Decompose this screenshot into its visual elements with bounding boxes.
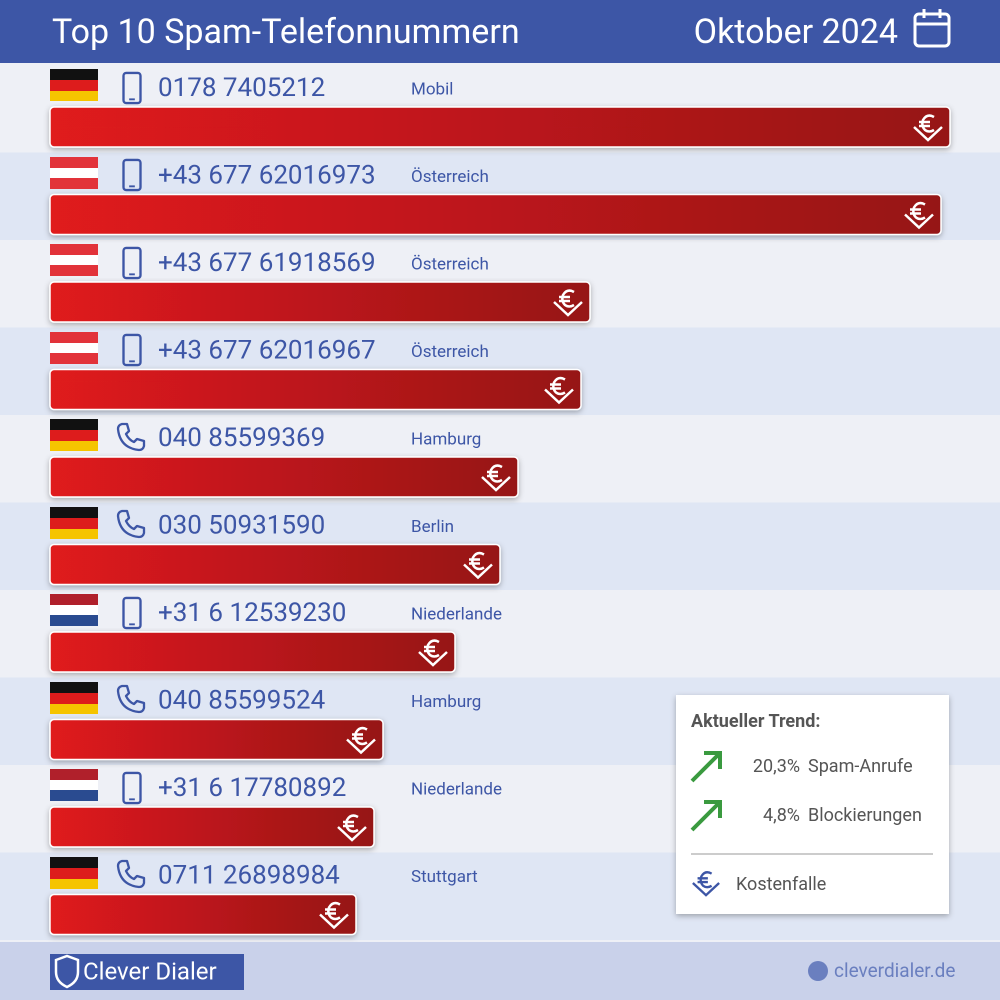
- brand: Clever Dialer: [83, 957, 217, 985]
- phone-number: +43 677 62016973: [158, 160, 376, 190]
- phone-number: 0178 7405212: [158, 73, 325, 103]
- trend-label: Blockierungen: [808, 805, 922, 826]
- location: Hamburg: [411, 692, 481, 712]
- location: Österreich: [411, 342, 489, 362]
- phone-number: +31 6 12539230: [158, 598, 346, 628]
- location: Österreich: [411, 167, 489, 187]
- bar: [49, 893, 357, 936]
- phone-number: 040 85599369: [158, 423, 325, 453]
- phone-number: +31 6 17780892: [158, 773, 346, 803]
- header-bar: [0, 0, 1000, 63]
- bar: [49, 806, 375, 848]
- bar: [49, 281, 591, 323]
- bar: [49, 368, 582, 411]
- trend-value: 4,8%: [763, 805, 800, 826]
- date: Oktober 2024: [694, 12, 898, 52]
- brand-logo: [54, 954, 80, 989]
- globe-icon: [808, 961, 828, 981]
- location: Stuttgart: [411, 867, 478, 887]
- location: Hamburg: [411, 429, 481, 449]
- legend-label: Kostenfalle: [736, 874, 826, 895]
- title: Top 10 Spam-Telefonnummern: [52, 12, 520, 52]
- trend-value: 20,3%: [753, 756, 800, 777]
- trend-label: Spam-Anrufe: [808, 756, 913, 777]
- location: Mobil: [411, 79, 453, 99]
- location: Österreich: [411, 254, 489, 274]
- bar: [49, 631, 456, 673]
- phone-number: 040 85599524: [158, 685, 326, 715]
- bar: [49, 718, 384, 761]
- phone-number: 030 50931590: [158, 510, 325, 540]
- location: Niederlande: [411, 779, 502, 799]
- phone-number: 0711 26898984: [158, 860, 340, 890]
- phone-number: +43 677 61918569: [158, 248, 376, 278]
- trend-title: Aktueller Trend:: [691, 711, 820, 732]
- phone-number: +43 677 62016967: [158, 335, 376, 365]
- bar: [49, 456, 519, 498]
- trend-box: Aktueller Trend: 20,3% Spam-Anrufe 4,8% …: [676, 695, 949, 914]
- location: Berlin: [411, 517, 454, 537]
- bar: [49, 543, 501, 586]
- bar: [49, 106, 951, 148]
- brand-badge: [50, 954, 244, 990]
- website: cleverdialer.de: [834, 959, 955, 982]
- location: Niederlande: [411, 604, 502, 624]
- calendar-icon: [913, 9, 951, 48]
- bar: [49, 193, 942, 236]
